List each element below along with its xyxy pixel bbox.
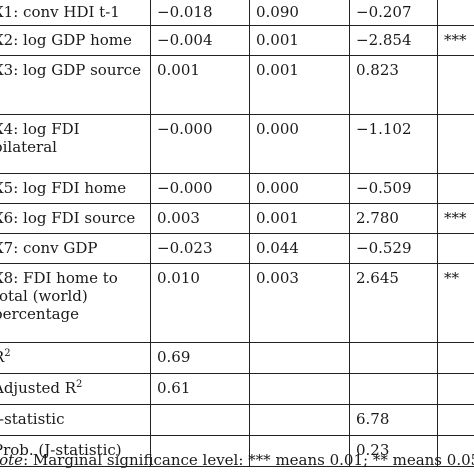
std-error-cell: 0.003 <box>249 263 350 343</box>
empty-cell <box>437 404 474 436</box>
variable-cell: X6: log FDI source <box>0 203 151 234</box>
j-statistic-value: 6.78 <box>349 404 438 436</box>
t-stat-cell: −0.509 <box>349 173 438 204</box>
coefficient-cell: −0.018 <box>150 0 250 26</box>
table-row: X4: log FDI bilateral −0.000 0.000 −1.10… <box>0 114 474 174</box>
empty-cell <box>150 435 250 467</box>
table-row: J-statistic 6.78 <box>0 404 474 436</box>
table-row: X7: conv GDP −0.023 0.044 −0.529 <box>0 233 474 264</box>
table-footnote: Note: Marginal significance level: *** m… <box>0 451 474 469</box>
table-row: R2 0.69 <box>0 342 474 374</box>
empty-cell <box>437 435 474 467</box>
table-row: Prob. (J-statistic) 0.23 <box>0 435 474 467</box>
coefficient-cell: −0.000 <box>150 173 250 204</box>
empty-cell <box>437 342 474 374</box>
significance-cell: *** <box>437 203 474 234</box>
table-row: X6: log FDI source 0.003 0.001 2.780 *** <box>0 203 474 234</box>
significance-cell: *** <box>437 25 474 56</box>
variable-cell: X7: conv GDP <box>0 233 151 264</box>
empty-cell <box>349 373 438 405</box>
t-stat-cell: −2.854 <box>349 25 438 56</box>
variable-cell: X2: log GDP home <box>0 25 151 56</box>
prob-j-statistic-label: Prob. (J-statistic) <box>0 435 151 467</box>
table-row: X3: log GDP source 0.001 0.001 0.823 <box>0 55 474 115</box>
note-label: Note <box>0 451 24 469</box>
significance-cell <box>437 173 474 204</box>
std-error-cell: 0.000 <box>249 173 350 204</box>
table-row: Adjusted R2 0.61 <box>0 373 474 405</box>
significance-cell: ** <box>437 263 474 343</box>
variable-cell: X1: conv HDI t-1 <box>0 0 151 26</box>
variable-cell: X8: FDI home to total (world) percentage <box>0 263 151 343</box>
table-row: X1: conv HDI t-1 −0.018 0.090 −0.207 <box>0 0 474 26</box>
std-error-cell: 0.001 <box>249 203 350 234</box>
r-squared-value: 0.69 <box>150 342 250 374</box>
table-row: X8: FDI home to total (world) percentage… <box>0 263 474 343</box>
coefficient-cell: −0.004 <box>150 25 250 56</box>
t-stat-cell: −0.207 <box>349 0 438 26</box>
coefficient-cell: 0.001 <box>150 55 250 115</box>
t-stat-cell: −1.102 <box>349 114 438 174</box>
variable-cell: X5: log FDI home <box>0 173 151 204</box>
significance-cell <box>437 233 474 264</box>
coefficient-cell: −0.023 <box>150 233 250 264</box>
adj-r-squared-label: Adjusted R2 <box>0 373 151 405</box>
std-error-cell: 0.001 <box>249 25 350 56</box>
t-stat-cell: 2.780 <box>349 203 438 234</box>
empty-cell <box>249 435 350 467</box>
t-stat-cell: 0.823 <box>349 55 438 115</box>
empty-cell <box>437 373 474 405</box>
variable-cell: X3: log GDP source <box>0 55 151 115</box>
std-error-cell: 0.044 <box>249 233 350 264</box>
r-squared-label: R2 <box>0 342 151 374</box>
coefficient-cell: 0.010 <box>150 263 250 343</box>
std-error-cell: 0.090 <box>249 0 350 26</box>
empty-cell <box>249 373 350 405</box>
note-text: : Marginal significance level: *** means… <box>23 451 474 469</box>
empty-cell <box>249 342 350 374</box>
std-error-cell: 0.000 <box>249 114 350 174</box>
empty-cell <box>150 404 250 436</box>
empty-cell <box>349 342 438 374</box>
coefficient-cell: 0.003 <box>150 203 250 234</box>
prob-j-statistic-value: 0.23 <box>349 435 438 467</box>
variable-cell: X4: log FDI bilateral <box>0 114 151 174</box>
j-statistic-label: J-statistic <box>0 404 151 436</box>
t-stat-cell: −0.529 <box>349 233 438 264</box>
significance-cell <box>437 0 474 26</box>
significance-cell <box>437 55 474 115</box>
table-row: X2: log GDP home −0.004 0.001 −2.854 *** <box>0 25 474 56</box>
std-error-cell: 0.001 <box>249 55 350 115</box>
empty-cell <box>249 404 350 436</box>
table-row: X5: log FDI home −0.000 0.000 −0.509 <box>0 173 474 204</box>
coefficient-cell: −0.000 <box>150 114 250 174</box>
adj-r-squared-value: 0.61 <box>150 373 250 405</box>
significance-cell <box>437 114 474 174</box>
t-stat-cell: 2.645 <box>349 263 438 343</box>
